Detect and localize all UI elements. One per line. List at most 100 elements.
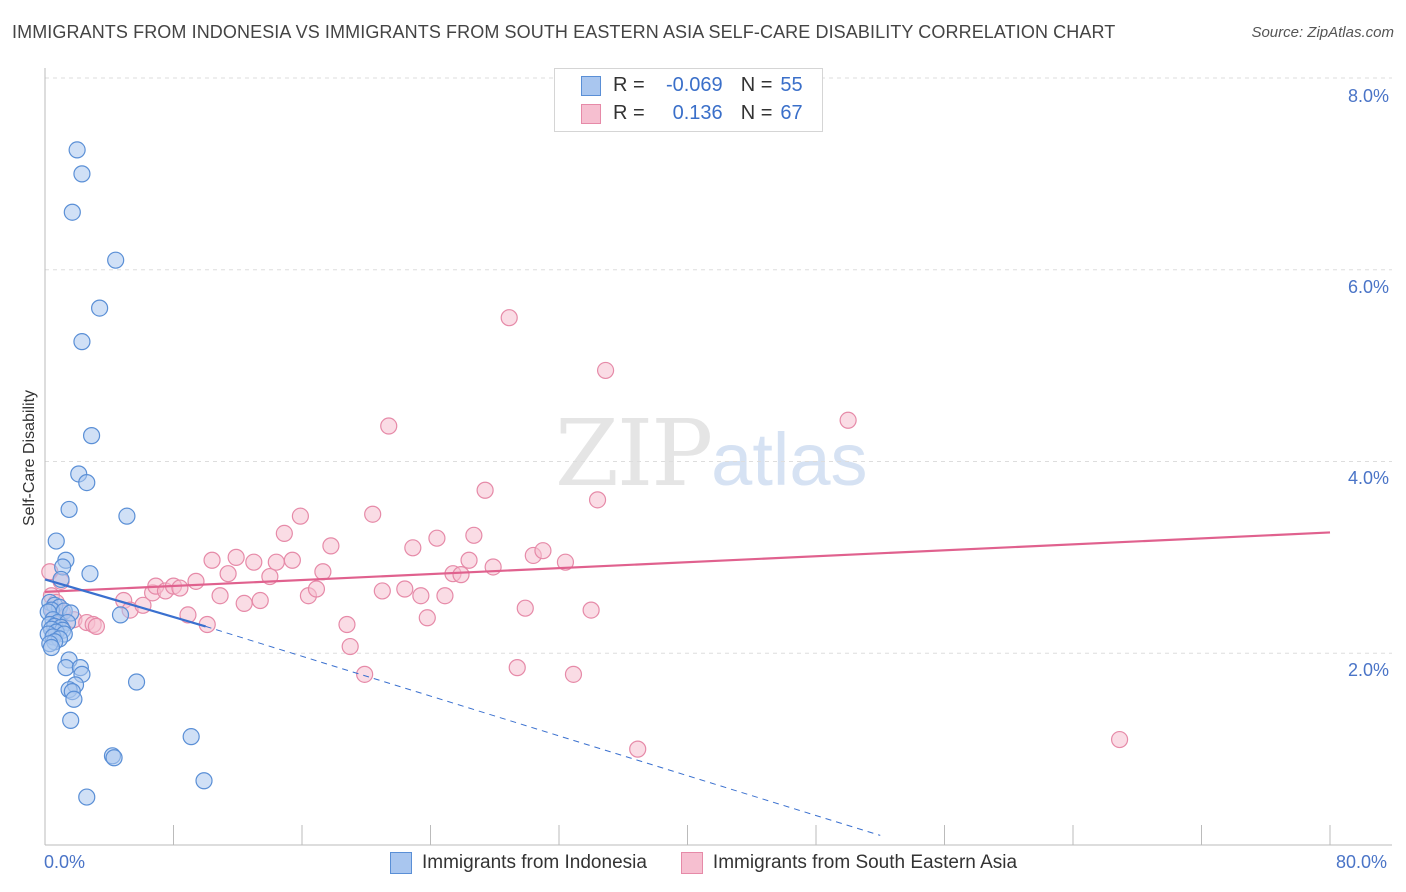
data-point-indonesia	[73, 165, 91, 183]
data-point-indonesia	[65, 690, 83, 708]
legend-r-label: R =	[613, 74, 645, 96]
trendline-south-eastern-asia	[44, 531, 1331, 593]
data-point-indonesia	[60, 500, 78, 519]
data-point-south-eastern-asia	[267, 553, 285, 571]
series-legend: Immigrants from Indonesia Immigrants fro…	[390, 852, 1051, 874]
y-tick-label: 6.0%	[1348, 277, 1390, 297]
data-point-indonesia	[47, 532, 65, 550]
x-tick-label-min: 0.0%	[44, 852, 86, 872]
data-point-south-eastern-asia	[203, 551, 221, 569]
legend-item-indonesia: Immigrants from Indonesia	[390, 852, 647, 874]
data-point-indonesia	[42, 638, 61, 657]
data-point-south-eastern-asia	[179, 606, 197, 624]
data-point-south-eastern-asia	[629, 740, 647, 758]
data-point-south-eastern-asia	[275, 524, 293, 543]
data-point-south-eastern-asia	[219, 565, 237, 583]
legend-swatch-pink	[680, 852, 703, 874]
data-point-indonesia	[105, 749, 123, 767]
data-point-south-eastern-asia	[380, 417, 398, 435]
zipatlas-watermark: ZIPatlas	[555, 400, 867, 507]
data-point-south-eastern-asia	[460, 551, 478, 569]
data-point-south-eastern-asia	[582, 601, 600, 619]
data-point-south-eastern-asia	[187, 572, 205, 590]
data-point-south-eastern-asia	[418, 609, 436, 627]
legend-label-indonesia: Immigrants from Indonesia	[422, 852, 647, 873]
data-point-south-eastern-asia	[428, 529, 446, 547]
legend-item-sea: Immigrants from South Eastern Asia	[680, 852, 1018, 874]
correlation-legend: R = -0.069 N = 55 R = 0.136 N = 67	[554, 68, 823, 132]
data-point-indonesia	[78, 473, 96, 492]
legend-n-value: 55	[780, 74, 803, 96]
trendline-indonesia	[44, 578, 206, 628]
x-tick-label-max: 80.0%	[1336, 852, 1388, 872]
data-point-south-eastern-asia	[291, 507, 309, 525]
legend-r-value: -0.069	[665, 74, 723, 96]
chart-title: IMMIGRANTS FROM INDONESIA VS IMMIGRANTS …	[12, 22, 1116, 42]
legend-swatch-pink	[581, 103, 601, 124]
legend-label-sea: Immigrants from South Eastern Asia	[712, 852, 1018, 873]
data-point-south-eastern-asia	[596, 361, 615, 380]
legend-row-indonesia: R = -0.069 N = 55	[581, 74, 803, 97]
data-point-south-eastern-asia	[87, 617, 106, 636]
data-point-south-eastern-asia	[516, 599, 534, 617]
data-point-south-eastern-asia	[396, 580, 414, 598]
data-point-south-eastern-asia	[356, 665, 374, 683]
data-point-indonesia	[62, 711, 80, 729]
data-point-south-eastern-asia	[283, 551, 301, 569]
data-point-south-eastern-asia	[508, 659, 526, 677]
data-point-south-eastern-asia	[556, 553, 575, 571]
data-point-indonesia	[118, 507, 136, 525]
data-point-indonesia	[78, 788, 96, 806]
y-axis-label: Self-Care Disability	[21, 389, 38, 527]
data-point-indonesia	[63, 203, 81, 221]
data-point-south-eastern-asia	[404, 539, 422, 557]
legend-swatch-blue	[390, 852, 412, 874]
y-tick-label: 8.0%	[1348, 86, 1390, 106]
legend-n-label: N =	[740, 102, 773, 124]
data-point-south-eastern-asia	[211, 587, 229, 605]
legend-r-value: 0.136	[672, 102, 723, 124]
y-tick-label: 4.0%	[1348, 468, 1390, 488]
watermark-zip: ZIP	[555, 400, 713, 507]
data-point-south-eastern-asia	[307, 580, 326, 598]
data-point-south-eastern-asia	[322, 537, 340, 555]
data-point-south-eastern-asia	[839, 411, 857, 429]
data-point-south-eastern-asia	[476, 481, 494, 499]
watermark-atlas: atlas	[711, 418, 868, 501]
trendline-indonesia-extension	[205, 625, 881, 836]
legend-row-sea: R = 0.136 N = 67	[581, 102, 803, 125]
data-point-south-eastern-asia	[452, 566, 470, 584]
data-point-south-eastern-asia	[171, 579, 189, 597]
data-point-south-eastern-asia	[412, 587, 430, 605]
data-point-indonesia	[57, 659, 75, 677]
data-point-south-eastern-asia	[338, 615, 356, 634]
data-point-south-eastern-asia	[465, 526, 483, 544]
data-point-indonesia	[111, 606, 130, 624]
y-tick-label: 2.0%	[1348, 660, 1390, 680]
data-point-south-eastern-asia	[1110, 730, 1129, 749]
data-point-south-eastern-asia	[364, 505, 382, 523]
data-point-south-eastern-asia	[534, 542, 552, 560]
data-point-indonesia	[182, 728, 200, 746]
source-label: Source: ZipAtlas.com	[1251, 24, 1394, 41]
data-point-indonesia	[107, 251, 125, 269]
data-point-south-eastern-asia	[373, 582, 391, 600]
data-point-indonesia	[68, 141, 86, 159]
legend-r-label: R =	[613, 102, 645, 124]
data-point-south-eastern-asia	[500, 309, 518, 327]
data-point-indonesia	[82, 427, 101, 445]
data-point-south-eastern-asia	[227, 548, 245, 566]
data-point-indonesia	[127, 673, 146, 691]
legend-n-value: 67	[780, 102, 803, 124]
data-point-south-eastern-asia	[245, 553, 263, 571]
data-point-south-eastern-asia	[314, 563, 332, 581]
data-point-south-eastern-asia	[588, 491, 607, 509]
data-point-south-eastern-asia	[436, 587, 454, 605]
data-point-indonesia	[195, 772, 213, 790]
legend-n-label: N =	[740, 74, 773, 96]
data-point-south-eastern-asia	[484, 558, 502, 576]
data-point-south-eastern-asia	[251, 591, 269, 610]
data-point-indonesia	[91, 299, 109, 317]
data-point-south-eastern-asia	[235, 594, 253, 612]
